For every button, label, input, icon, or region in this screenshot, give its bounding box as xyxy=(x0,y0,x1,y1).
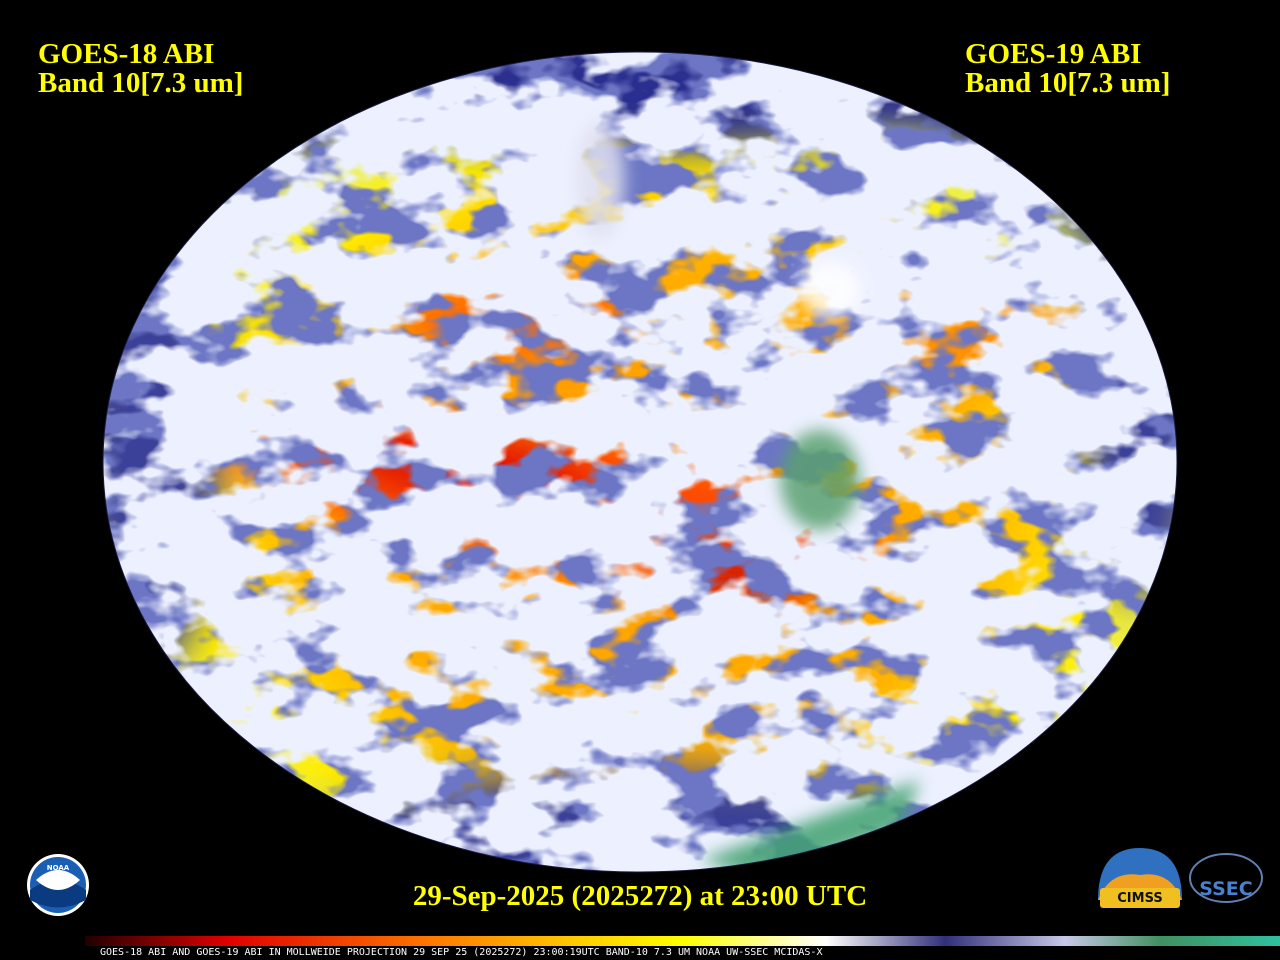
ssec-logo: SSEC xyxy=(1189,853,1263,903)
noaa-label: NOAA xyxy=(47,864,70,872)
footer-caption: GOES-18 ABI AND GOES-19 ABI IN MOLLWEIDE… xyxy=(100,947,822,958)
timestamp: 29-Sep-2025 (2025272) at 23:00 UTC xyxy=(413,880,867,912)
left-band: Band 10[7.3 um] xyxy=(38,67,243,99)
cimss-logo: CIMSS xyxy=(1098,848,1182,908)
noaa-logo: NOAA xyxy=(27,854,89,916)
left-title: GOES-18 ABI xyxy=(38,38,214,70)
right-band: Band 10[7.3 um] xyxy=(965,67,1170,99)
color-bar xyxy=(85,936,1280,946)
right-title: GOES-19 ABI xyxy=(965,38,1141,70)
globe-edge xyxy=(102,51,1178,873)
ssec-label: SSEC xyxy=(1199,878,1252,900)
cimss-label: CIMSS xyxy=(1117,891,1162,906)
globe-imagery xyxy=(103,52,1177,872)
